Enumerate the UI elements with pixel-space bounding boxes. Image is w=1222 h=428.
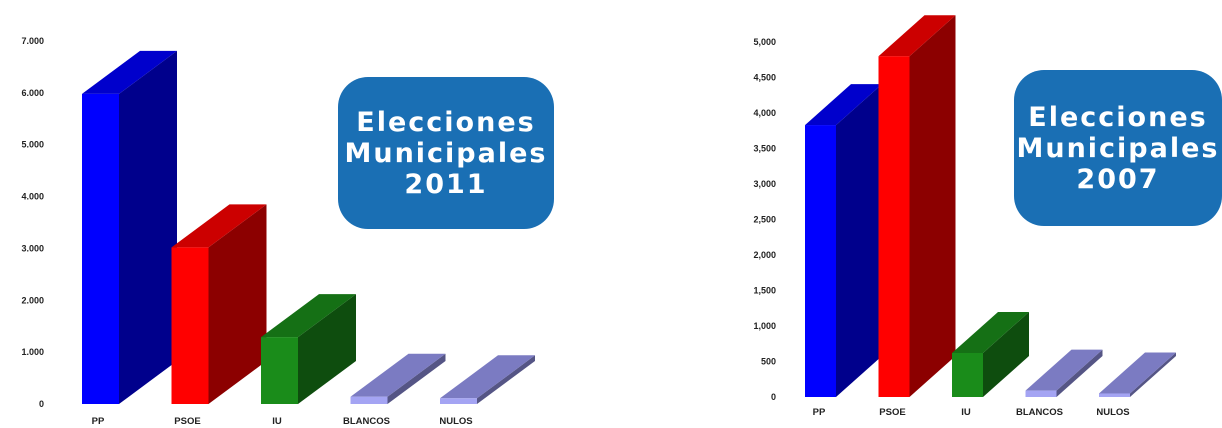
bar-side-2011-psoe xyxy=(208,204,267,404)
bar-top-2011-nulos xyxy=(440,355,535,399)
bar-2011-nulos xyxy=(440,398,477,404)
bar-2011-iu xyxy=(261,337,298,404)
bar-top-2011-pp xyxy=(82,50,177,94)
bar-2007-psoe xyxy=(878,56,910,397)
ytick-label-2011: 2.000 xyxy=(21,295,44,305)
badge-2007: Elecciones Municipales 2007 xyxy=(1014,70,1222,226)
ytick-label-2007: 4,000 xyxy=(753,108,776,118)
badge-2011-line3: 2011 xyxy=(404,168,488,200)
category-label-2011: NULOS xyxy=(439,416,472,427)
category-label-2007: PSOE xyxy=(879,407,905,418)
ytick-label-2007: 3,000 xyxy=(753,179,776,189)
ytick-label-2011: 3.000 xyxy=(21,243,44,253)
category-label-2011: PP xyxy=(92,416,105,427)
bar-top-2011-iu xyxy=(261,294,356,338)
category-label-2011: IU xyxy=(272,416,282,427)
category-label-2011: BLANCOS xyxy=(343,416,390,427)
bar-2007-pp xyxy=(805,125,836,397)
bar-2011-pp xyxy=(82,93,119,404)
ytick-label-2011: 1.000 xyxy=(21,347,44,357)
bar-2007-nulos xyxy=(1099,393,1130,397)
ytick-label-2007: 3,500 xyxy=(753,144,776,154)
bar-top-2007-pp xyxy=(805,84,882,126)
category-label-2011: PSOE xyxy=(174,416,200,427)
category-label-2007: BLANCOS xyxy=(1016,407,1063,418)
bar-top-2007-nulos xyxy=(1099,352,1176,394)
bar-side-2007-psoe xyxy=(909,15,956,397)
bar-side-2011-nulos xyxy=(477,355,535,404)
badge-2007-line2: Municipales xyxy=(1016,132,1220,164)
ytick-label-2007: 500 xyxy=(761,357,776,367)
ytick-label-2007: 1,000 xyxy=(753,321,776,331)
ytick-label-2011: 6.000 xyxy=(21,88,44,98)
bar-side-2007-iu xyxy=(983,311,1029,397)
bar-2007-iu xyxy=(952,352,983,397)
category-label-2007: NULOS xyxy=(1096,407,1129,418)
bar-side-2007-pp xyxy=(836,84,882,397)
bar-top-2007-iu xyxy=(952,311,1029,353)
bar-top-2007-blancos xyxy=(1025,349,1103,391)
bar-2011-blancos xyxy=(350,396,388,404)
badge-2007-line3: 2007 xyxy=(1076,163,1160,195)
ytick-label-2011: 5.000 xyxy=(21,140,44,150)
badge-2011-line1: Elecciones xyxy=(356,106,536,138)
ytick-label-2007: 4,500 xyxy=(753,73,776,83)
ytick-label-2007: 0 xyxy=(771,392,776,402)
badge-2007-line1: Elecciones xyxy=(1028,101,1208,133)
ytick-label-2011: 4.000 xyxy=(21,192,44,202)
badge-2011-line2: Municipales xyxy=(344,137,548,169)
bar-top-2011-blancos xyxy=(350,353,446,397)
bar-side-2007-nulos xyxy=(1130,352,1176,397)
badge-2011: Elecciones Municipales 2011 xyxy=(338,77,554,229)
ytick-label-2007: 2,000 xyxy=(753,250,776,260)
bar-top-2007-psoe xyxy=(878,15,956,57)
ytick-label-2011: 0 xyxy=(39,399,44,409)
bar-side-2007-blancos xyxy=(1056,349,1103,397)
bar-side-2011-pp xyxy=(119,50,177,404)
bar-2011-psoe xyxy=(171,247,209,404)
category-label-2007: IU xyxy=(961,407,971,418)
ytick-label-2007: 2,500 xyxy=(753,215,776,225)
ytick-label-2007: 5,000 xyxy=(753,37,776,47)
bar-side-2011-blancos xyxy=(387,353,446,404)
bar-top-2011-psoe xyxy=(171,204,267,248)
ytick-label-2007: 1,500 xyxy=(753,286,776,296)
bar-side-2011-iu xyxy=(298,294,356,404)
ytick-label-2011: 7.000 xyxy=(21,36,44,46)
category-label-2007: PP xyxy=(813,407,826,418)
bar-2007-blancos xyxy=(1025,390,1057,397)
